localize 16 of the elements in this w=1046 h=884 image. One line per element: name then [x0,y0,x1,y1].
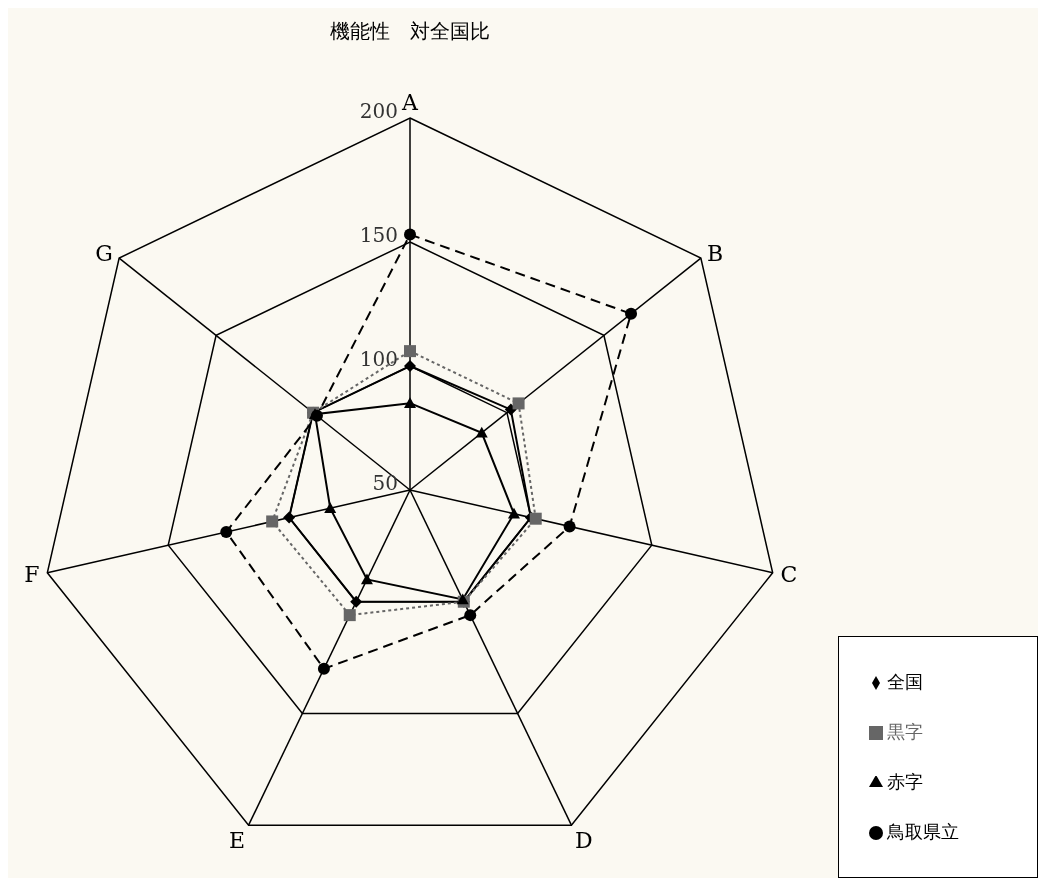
spoke-label: F [24,562,40,588]
spoke-label: B [707,240,724,266]
legend-label: 黒字 [887,721,923,742]
spoke-label: A [401,90,420,115]
spoke-label: D [574,827,593,853]
spoke-label: C [780,562,798,588]
y-tick-label: 50 [372,471,398,495]
y-tick-label: 150 [359,223,398,247]
spoke-label: G [95,240,113,266]
y-tick-label: 200 [359,99,398,123]
y-tick-label: 100 [359,347,398,371]
spoke-label: E [229,827,246,853]
legend-label: 鳥取県立 [887,821,959,842]
legend-label: 赤字 [887,771,923,792]
legend-label: 全国 [887,671,923,692]
chart-title: 機能性 対全国比 [329,18,491,45]
